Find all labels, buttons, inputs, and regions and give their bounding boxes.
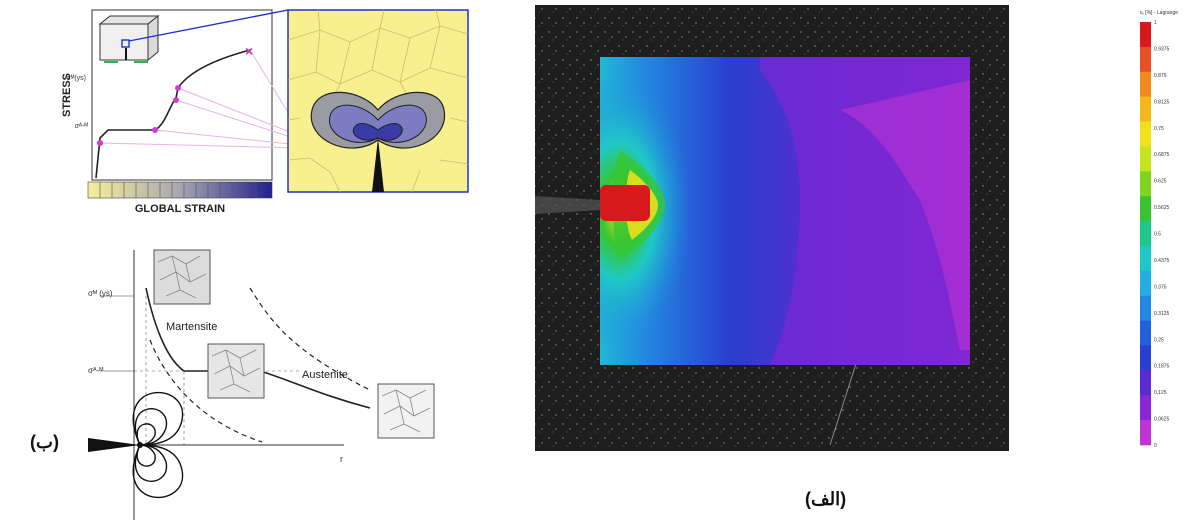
- colorbar-tick-label: 0.6875: [1154, 152, 1170, 158]
- colorbar-segment: [1140, 320, 1151, 346]
- colorbar-tick-label: 0.25: [1154, 337, 1164, 343]
- colorbar-tick-label: 0.5625: [1154, 205, 1170, 211]
- colorbar-segment: [1140, 345, 1151, 371]
- strain-colorbar: 1 0.9375 0.875 0.8125 0.75 0.6875 0.625 0.5625 0…: [1140, 20, 1170, 449]
- colorbar-segment: [1140, 22, 1151, 48]
- colorbar-tick-label: 0.1875: [1154, 364, 1170, 370]
- colorbar-segment: [1140, 171, 1151, 197]
- failure-marker: ×: [245, 43, 253, 59]
- dashed-boundary-right: [249, 287, 371, 391]
- dashed-boundary-left: [149, 339, 263, 443]
- global-strain-label: GLOBAL STRAIN: [135, 203, 225, 215]
- strain-color-bar: [87, 181, 273, 199]
- colorbar-segment: [1140, 46, 1151, 73]
- dic-strain-figure: 1 0.9375 0.875 0.8125 0.75 0.6875 0.625 0.5625 0…: [535, 5, 1178, 509]
- sigma-ys-label-top: σᴹ(ys): [66, 75, 86, 82]
- strain-contour-field: [600, 57, 970, 365]
- colorbar-tick-label: 0: [1154, 443, 1157, 449]
- colorbar-tick-label: 0.0625: [1154, 417, 1170, 423]
- r-axis-label: r: [340, 454, 343, 464]
- caption-a: (الف): [805, 489, 846, 509]
- colorbar-segment: [1140, 270, 1151, 297]
- colorbar-tick-label: 0.125: [1154, 390, 1167, 396]
- grain-box-austenite: [377, 383, 435, 439]
- colorbar-segment: [1140, 196, 1151, 222]
- colorbar-tick-label: 0.5: [1154, 232, 1161, 238]
- colorbar-segment: [1140, 420, 1151, 446]
- colorbar-title: εᵧ [%] - Lagrange: [1140, 10, 1178, 16]
- colorbar-segment: [1140, 245, 1151, 272]
- colorbar-segment: [1140, 146, 1151, 172]
- colorbar-tick-label: 0.4375: [1154, 258, 1170, 264]
- colorbar-tick-label: 0.9375: [1154, 46, 1170, 52]
- transformation-zone-inner: [352, 123, 403, 141]
- crack-tip: [372, 138, 384, 192]
- crack-tip-hot-zone: [600, 185, 650, 221]
- stress-strain-figure: STRESS σᴹ(ys) σᴬ-ᴹ ×: [30, 9, 469, 520]
- colorbar-tick-label: 0.75: [1154, 126, 1164, 132]
- stress-strain-plot: STRESS σᴹ(ys) σᴬ-ᴹ ×: [61, 9, 301, 215]
- grain-box-martensite: [153, 249, 211, 305]
- colorbar-tick-label: 0.3125: [1154, 311, 1170, 317]
- stress-axis-label: STRESS: [61, 73, 73, 117]
- grain-zoom-panel: [287, 9, 469, 193]
- sigma-ys-label-bottom: σᴹ (ys): [88, 289, 113, 298]
- martensite-label: Martensite: [166, 321, 217, 333]
- colorbar-tick-label: 0.375: [1154, 284, 1167, 290]
- martensite-curve: [145, 287, 185, 372]
- crack-wedge: [88, 438, 140, 452]
- phase-schematic: σᴹ (ys) σᴬ-ᴹ r Martensite Austenite: [88, 249, 435, 520]
- colorbar-segment: [1140, 121, 1151, 147]
- curve-point: [175, 85, 181, 91]
- specimen-cube-icon: [98, 9, 289, 63]
- grain-box-mixed: [207, 343, 265, 399]
- curve-point: [173, 97, 179, 103]
- colorbar-tick-label: 0.875: [1154, 73, 1167, 79]
- colorbar-tick-label: 0.625: [1154, 179, 1167, 185]
- colorbar-segment: [1140, 96, 1151, 122]
- sigma-am-label-top: σᴬ-ᴹ: [75, 122, 89, 130]
- colorbar-segment: [1140, 71, 1151, 97]
- colorbar-segment: [1140, 295, 1151, 321]
- sigma-am-label-bottom: σᴬ-ᴹ: [88, 366, 103, 375]
- caption-b: (ب): [30, 432, 59, 452]
- curve-point: [97, 140, 103, 146]
- colorbar-segment: [1140, 221, 1151, 247]
- colorbar-segment: [1140, 370, 1151, 396]
- curve-point: [152, 127, 158, 133]
- colorbar-tick-label: 1: [1154, 20, 1157, 26]
- colorbar-tick-label: 0.8125: [1154, 99, 1170, 105]
- colorbar-segment: [1140, 395, 1151, 421]
- austenite-label: Austenite: [302, 369, 348, 381]
